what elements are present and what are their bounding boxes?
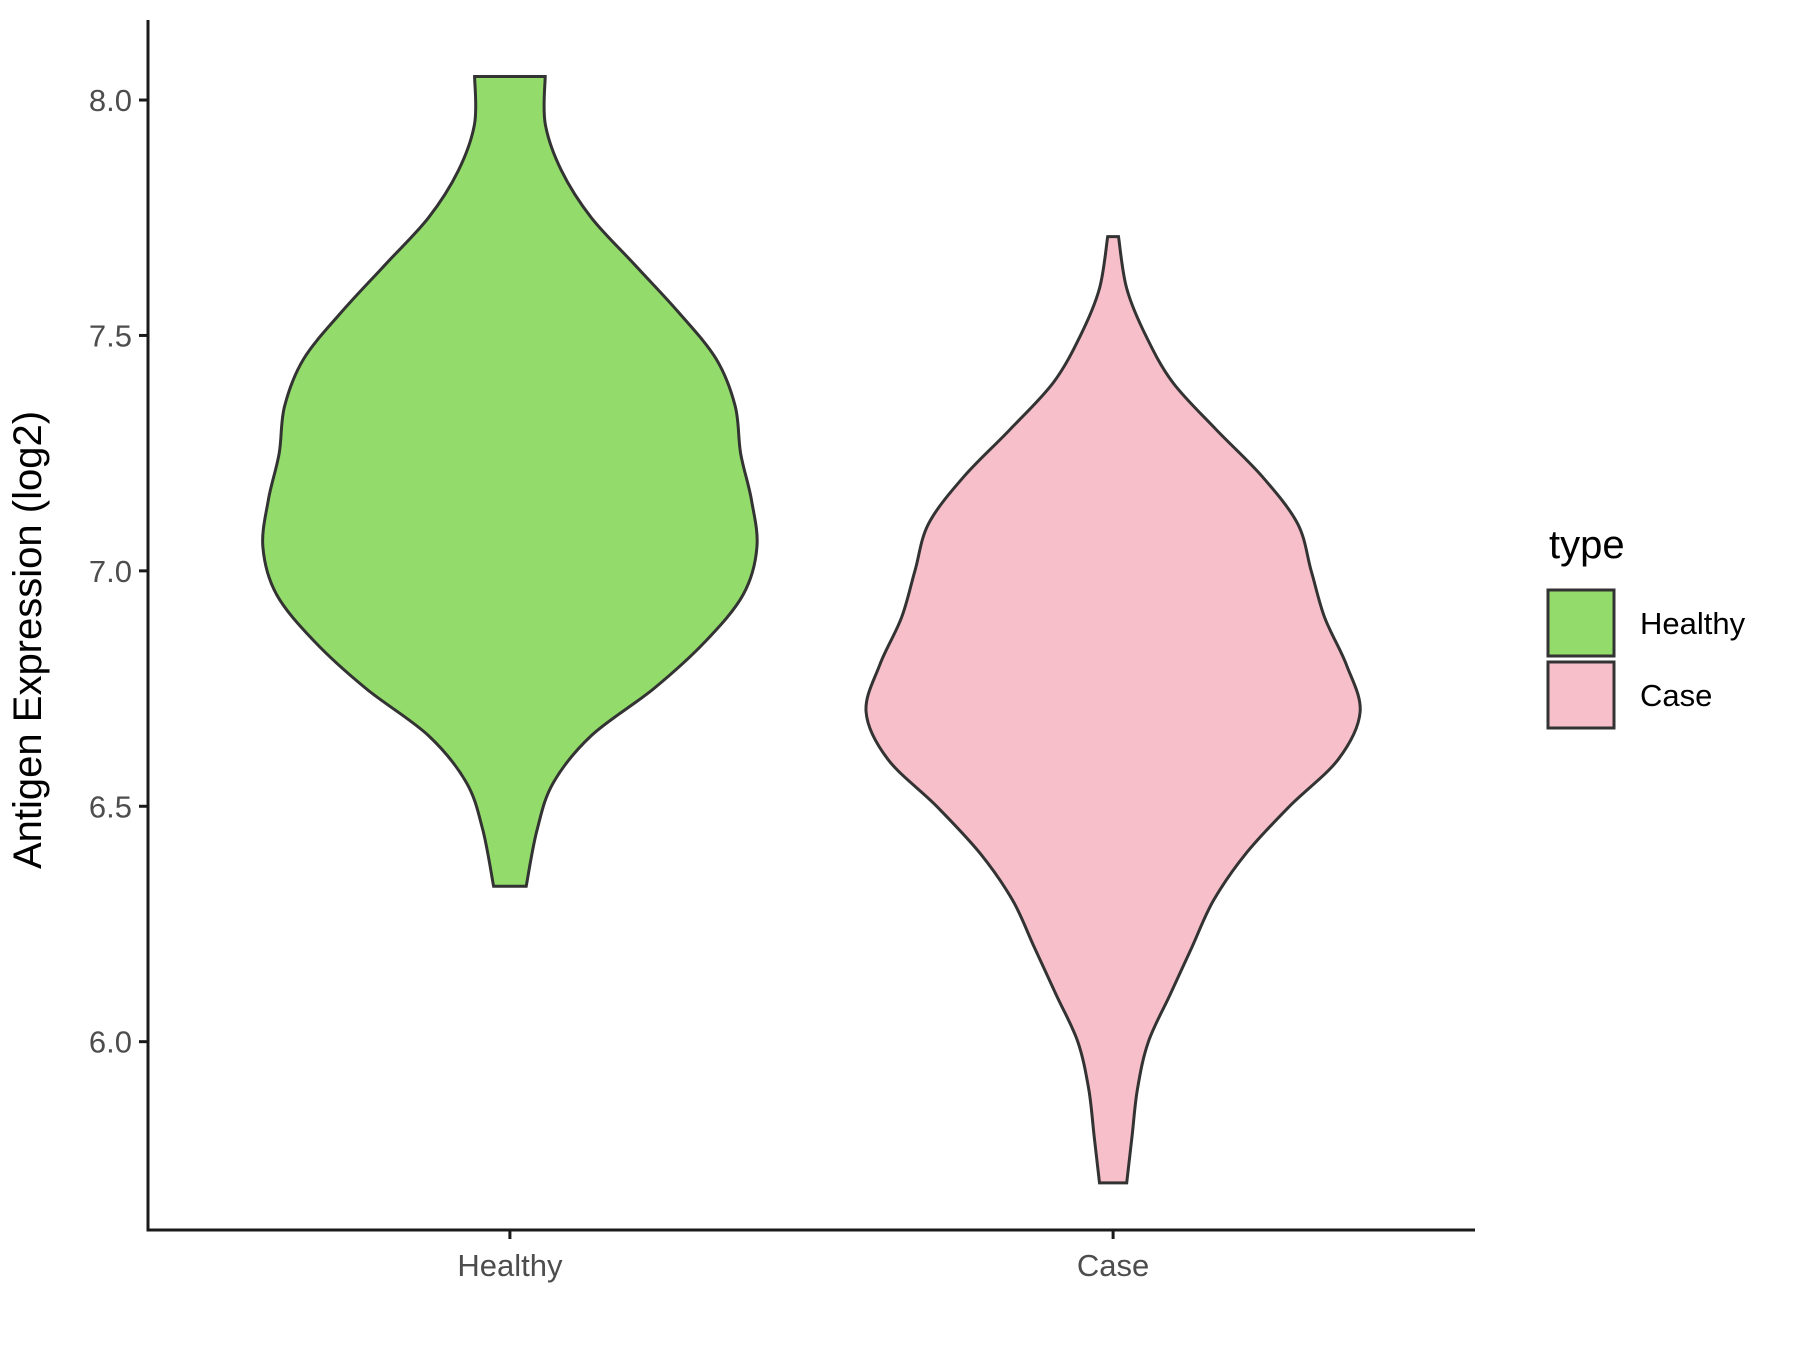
legend-label-healthy: Healthy — [1640, 606, 1746, 641]
y-tick-label: 7.0 — [89, 554, 132, 589]
y-tick-label: 8.0 — [89, 83, 132, 118]
legend: type Healthy Case — [1546, 523, 1746, 730]
y-tick-label: 7.5 — [89, 318, 132, 353]
x-tick-label: Case — [1077, 1248, 1149, 1283]
y-tick-label: 6.0 — [89, 1025, 132, 1060]
x-axis: Healthy Case — [146, 1228, 1475, 1283]
y-axis-title: Antigen Expression (log2) — [6, 411, 50, 869]
legend-key-case — [1546, 660, 1616, 730]
legend-key-healthy — [1546, 588, 1616, 658]
violin-case — [864, 235, 1362, 1185]
plot-area — [261, 75, 1362, 1185]
y-tick-label: 6.5 — [89, 789, 132, 824]
legend-label-case: Case — [1640, 678, 1712, 713]
violin-healthy — [261, 75, 759, 888]
y-axis: 6.0 6.5 7.0 7.5 8.0 — [89, 20, 150, 1232]
legend-title: type — [1549, 523, 1625, 567]
x-tick-label: Healthy — [457, 1248, 563, 1283]
